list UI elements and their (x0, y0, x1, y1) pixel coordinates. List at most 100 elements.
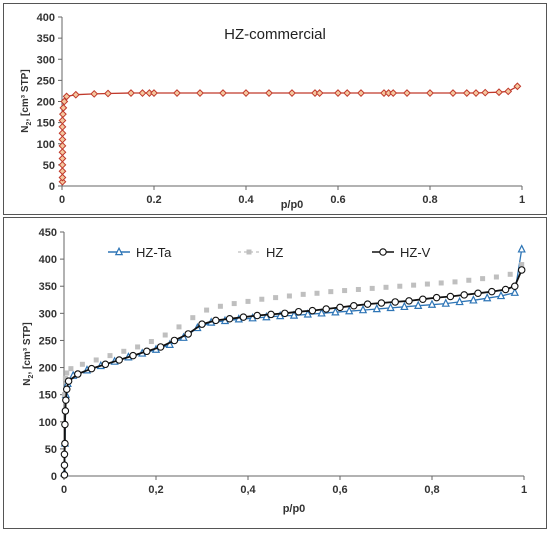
legend-marker (379, 248, 387, 256)
y-tick-label: 250 (37, 75, 55, 87)
data-point (504, 87, 513, 96)
x-axis-label: p/p0 (283, 503, 306, 515)
data-point (265, 89, 273, 97)
data-point (519, 262, 525, 268)
data-point (170, 336, 179, 345)
x-tick-label: 0.6 (330, 194, 345, 206)
x-tick-label: 0,8 (424, 484, 439, 496)
data-point (93, 357, 99, 363)
data-point (64, 370, 70, 376)
data-point (331, 307, 340, 316)
data-point (58, 173, 67, 182)
data-point (231, 301, 237, 307)
y-tick-label: 100 (37, 139, 55, 151)
data-point (363, 300, 372, 308)
x-tick-label: 0.2 (146, 194, 161, 206)
data-point (127, 89, 135, 97)
data-point (281, 309, 289, 318)
data-point (267, 310, 275, 319)
data-point (58, 148, 67, 157)
data-point (101, 360, 110, 369)
y-tick-label: 300 (37, 54, 55, 66)
data-point (391, 298, 399, 306)
data-point (198, 320, 206, 328)
x-tick-label: 0,6 (332, 484, 347, 496)
data-point (517, 266, 526, 274)
data-point (462, 89, 471, 97)
data-point (405, 297, 413, 305)
data-point (345, 306, 354, 315)
series-hz (61, 262, 525, 398)
data-point (173, 89, 181, 97)
data-point (427, 299, 437, 308)
data-point (511, 282, 519, 290)
data-point (129, 351, 137, 360)
data-point (184, 330, 192, 338)
y-tick-label: 400 (39, 254, 57, 266)
data-point (64, 377, 73, 385)
data-point (156, 343, 165, 351)
x-tick-label: 0,4 (240, 484, 256, 496)
data-point (317, 308, 326, 317)
data-point (294, 307, 303, 316)
y-tick-label: 50 (43, 160, 55, 172)
data-point (60, 471, 69, 479)
y-tick-label: 200 (39, 363, 57, 375)
data-point (115, 356, 123, 364)
y-tick-label: 200 (37, 97, 55, 109)
data-point (419, 295, 427, 303)
data-point (58, 122, 67, 131)
data-point (480, 276, 486, 282)
series-data (58, 82, 522, 186)
data-point (358, 304, 368, 314)
legend-marker (246, 249, 252, 255)
data-point (328, 289, 334, 295)
data-point (219, 89, 227, 97)
legend-marker (114, 246, 124, 256)
data-point (273, 295, 279, 301)
data-point (438, 280, 444, 286)
x-tick-label: 0 (61, 484, 67, 496)
series-line (61, 85, 518, 182)
data-point (79, 361, 85, 367)
data-point (343, 89, 352, 97)
data-point (483, 293, 492, 302)
y-tick-label: 350 (37, 33, 55, 45)
data-point (143, 347, 151, 356)
data-point (288, 89, 296, 97)
data-point (314, 290, 320, 296)
data-point (424, 281, 430, 287)
data-point (342, 288, 348, 294)
data-point (138, 89, 147, 97)
data-point (481, 88, 490, 97)
data-point (58, 129, 67, 138)
data-point (62, 92, 71, 101)
data-point (60, 97, 69, 106)
bottom-panel-frame (3, 217, 547, 529)
data-point (403, 89, 411, 97)
data-point (466, 277, 472, 283)
data-point (472, 89, 480, 97)
data-point (449, 89, 457, 97)
data-point (455, 296, 464, 306)
y-tick-label: 250 (39, 335, 57, 347)
data-point (357, 89, 365, 97)
data-point (469, 295, 478, 304)
data-point (176, 324, 182, 330)
data-point (121, 348, 127, 354)
x-tick-label: 0.4 (238, 194, 254, 206)
data-point (239, 313, 248, 321)
data-point (488, 287, 496, 296)
data-point (513, 82, 522, 91)
y-tick-label: 350 (39, 281, 57, 293)
data-point (71, 90, 80, 99)
series-line (63, 269, 523, 475)
data-point (245, 298, 251, 304)
data-point (62, 375, 68, 381)
data-point (58, 135, 67, 144)
y-tick-label: 50 (45, 444, 57, 456)
data-point (60, 450, 69, 459)
data-point (400, 301, 409, 311)
data-point (242, 89, 250, 97)
